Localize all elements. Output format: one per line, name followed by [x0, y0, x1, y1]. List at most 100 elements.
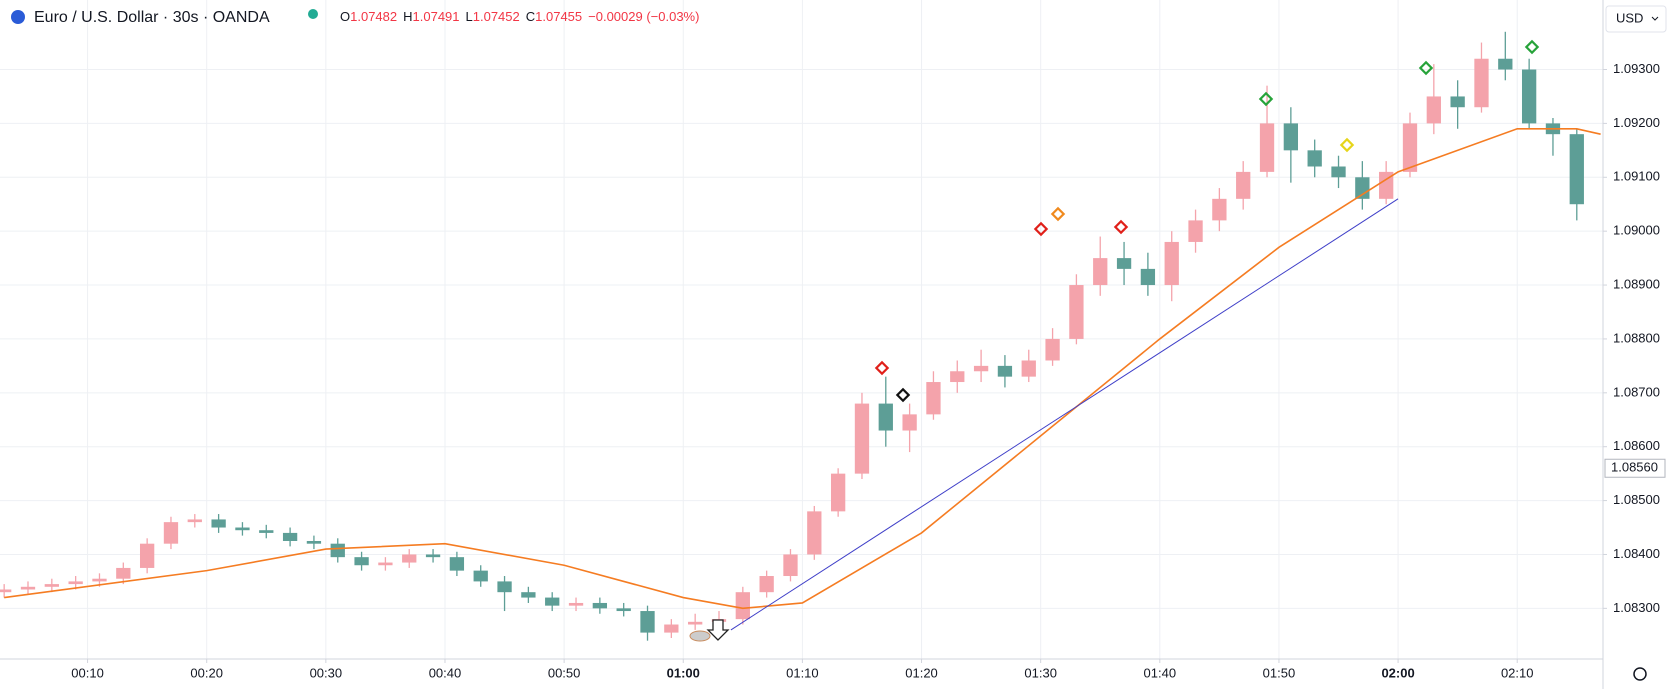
y-tick-label: 1.08800 — [1613, 330, 1660, 345]
dropdown-icon — [1651, 16, 1659, 21]
x-tick-label: 01:20 — [905, 665, 938, 680]
candle-body — [1355, 177, 1370, 199]
candle-body — [688, 621, 703, 625]
candle-body — [854, 403, 870, 474]
ohlc-change: −0.00029 (−0.03%) — [588, 9, 699, 24]
x-tick-label: 01:00 — [667, 665, 700, 680]
candle-body — [235, 527, 250, 531]
diamond-marker — [874, 360, 890, 376]
candle-body — [1116, 258, 1132, 269]
y-tick-label: 1.08700 — [1613, 384, 1660, 399]
candle-body — [259, 530, 274, 533]
candle-body — [282, 532, 298, 541]
candle-body — [1045, 338, 1060, 361]
candle-body — [664, 624, 679, 633]
currency-button[interactable] — [1605, 5, 1667, 33]
candle-body — [1021, 360, 1036, 377]
grid — [0, 0, 1603, 659]
annotations — [689, 39, 1540, 642]
candle-body — [1164, 241, 1179, 286]
candle-body — [759, 576, 774, 593]
candle-body — [521, 592, 536, 598]
candle-body — [1379, 171, 1394, 199]
candle-body — [997, 365, 1013, 377]
x-tick-label: 02:00 — [1381, 665, 1414, 680]
settings-icon[interactable] — [1633, 667, 1647, 681]
candle-body — [1521, 69, 1537, 124]
y-tick-label: 1.08500 — [1613, 492, 1660, 507]
candle-body — [1069, 285, 1084, 339]
candle-body — [1212, 198, 1227, 221]
candle-body — [640, 611, 655, 633]
x-tick-label: 02:10 — [1501, 665, 1534, 680]
candle-body — [1093, 258, 1108, 286]
ohlc-label: L — [466, 9, 473, 24]
candle-body — [44, 584, 59, 587]
candle-body — [378, 562, 393, 566]
diamond-marker — [1033, 221, 1049, 237]
symbol-icon — [11, 10, 25, 24]
x-tick-label: 01:40 — [1144, 665, 1177, 680]
diamond-marker — [1050, 206, 1066, 222]
candle-body — [950, 371, 965, 383]
candle-body — [116, 567, 131, 579]
candle-body — [449, 557, 465, 571]
trend-line — [730, 198, 1399, 631]
candle-body — [878, 403, 893, 431]
candle-body — [1474, 58, 1489, 108]
ohlc-label: H — [403, 9, 412, 24]
ohlc-value: 1.07452 — [473, 9, 520, 24]
diamond-marker — [895, 387, 911, 403]
y-tick-label: 1.09200 — [1613, 115, 1660, 130]
candle-body — [1402, 123, 1418, 172]
candle-body — [402, 554, 417, 563]
candle-body — [1259, 123, 1275, 172]
ohlc-legend: O1.07482 H1.07491 L1.07452 C1.07455 −0.00029… — [340, 9, 699, 24]
candle-body — [1450, 96, 1465, 108]
price-tag-label: 1.08560 — [1611, 460, 1658, 475]
y-tick-label: 1.08300 — [1613, 600, 1660, 615]
y-tick-label: 1.08600 — [1613, 438, 1660, 453]
candle-body — [973, 365, 989, 372]
candle-body — [545, 597, 560, 606]
candle-body — [354, 557, 369, 566]
y-tick-label: 1.09100 — [1613, 169, 1660, 184]
candle-body — [926, 382, 941, 415]
y-tick-label: 1.09000 — [1613, 223, 1660, 238]
candle-body — [735, 592, 750, 620]
candle-body — [1426, 96, 1441, 124]
candle-body — [473, 570, 488, 582]
candle-body — [163, 522, 179, 544]
ohlc-label: C — [526, 9, 535, 24]
ohlc-text: O1.07482 H1.07491 L1.07452 C1.07455 −0.00029… — [340, 9, 699, 24]
y-tick-label: 1.08400 — [1613, 546, 1660, 561]
status-dot — [308, 9, 318, 19]
x-tick-label: 00:20 — [190, 665, 223, 680]
candle-body — [139, 543, 155, 568]
ohlc-label: O — [340, 9, 350, 24]
y-tick-label: 1.08900 — [1613, 276, 1660, 291]
x-tick-label: 01:10 — [786, 665, 819, 680]
candle-body — [1140, 268, 1156, 286]
y-tick-label: 1.09300 — [1613, 61, 1660, 76]
candle-body — [0, 589, 12, 593]
candle-body — [1307, 150, 1322, 167]
candle-body — [497, 581, 512, 593]
header: Euro / U.S. Dollar · 30s · OANDA O1.0748… — [11, 9, 699, 26]
candle-body — [1498, 58, 1513, 70]
candle-body — [20, 586, 36, 590]
candle-body — [1236, 171, 1251, 199]
ohlc-value: 1.07491 — [413, 9, 460, 24]
currency-label: USD — [1616, 10, 1643, 25]
candle-body — [330, 543, 345, 558]
moving-average — [4, 127, 1601, 610]
candle-body — [616, 608, 631, 612]
candle-body — [783, 554, 798, 577]
candle-body — [425, 554, 441, 558]
x-tick-label: 00:30 — [310, 665, 343, 680]
plot-area — [0, 31, 1601, 641]
candle-body — [211, 519, 226, 528]
diamond-marker — [1339, 137, 1355, 153]
price-tag — [1604, 458, 1666, 478]
